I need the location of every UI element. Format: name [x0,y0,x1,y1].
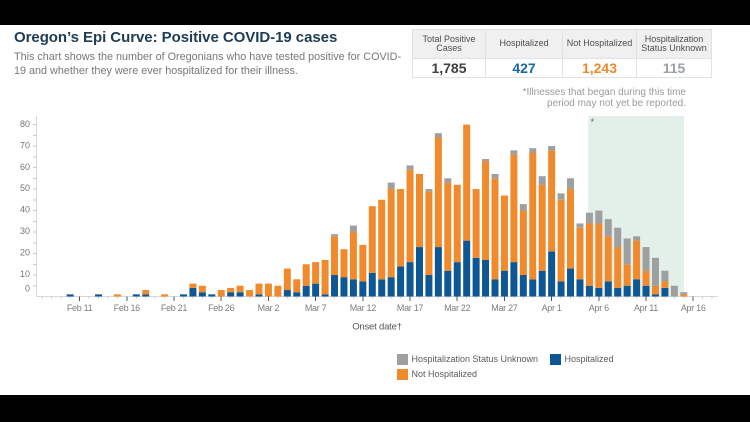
svg-text:Mar 2: Mar 2 [258,303,280,313]
svg-text:Apr 1: Apr 1 [542,303,562,313]
svg-text:Apr 11: Apr 11 [634,303,658,313]
svg-text:Apr 16: Apr 16 [681,303,706,313]
svg-text:70: 70 [20,140,30,150]
svg-text:30: 30 [20,226,30,236]
svg-text:Feb 26: Feb 26 [208,303,235,313]
svg-text:0: 0 [25,284,30,294]
svg-text:Mar 17: Mar 17 [397,303,424,313]
svg-text:80: 80 [20,119,30,129]
svg-text:Mar 22: Mar 22 [444,303,471,313]
svg-text:Feb 21: Feb 21 [161,303,188,313]
svg-text:Mar 27: Mar 27 [491,303,518,313]
svg-text:60: 60 [20,162,30,172]
svg-text:Feb 11: Feb 11 [67,303,93,313]
svg-text:10: 10 [20,269,30,279]
svg-text:Mar 7: Mar 7 [305,303,327,313]
svg-text:Feb 16: Feb 16 [114,303,141,313]
svg-text:40: 40 [20,205,30,215]
svg-text:50: 50 [20,183,30,193]
svg-text:*: * [591,117,595,128]
svg-text:Onset date†: Onset date† [352,322,402,333]
svg-text:Apr 6: Apr 6 [589,303,609,313]
svg-text:Mar 12: Mar 12 [350,303,377,313]
svg-text:20: 20 [20,248,30,258]
